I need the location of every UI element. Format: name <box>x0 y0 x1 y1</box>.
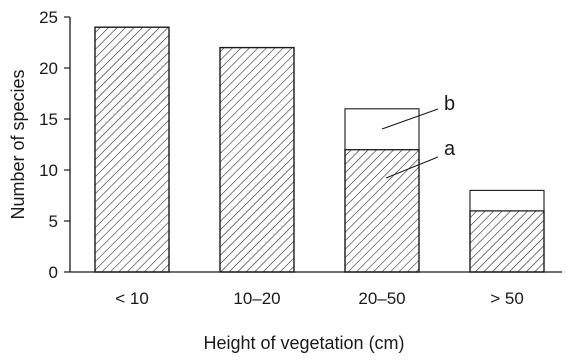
bar-a-2 <box>344 148 420 273</box>
y-axis-title: Number of species <box>8 69 28 219</box>
bar-a-1 <box>219 46 295 273</box>
x-tick-label: < 10 <box>115 289 149 308</box>
bar-b-2 <box>344 108 420 151</box>
axis-layer <box>64 16 562 273</box>
y-tick-label: 0 <box>49 263 58 282</box>
y-tick-label: 5 <box>49 212 58 231</box>
bar-a-0 <box>94 26 170 273</box>
annotation-leader-a <box>385 156 439 179</box>
x-tick-label: > 50 <box>490 289 524 308</box>
x-tick-label: 20–50 <box>358 289 405 308</box>
annotation-b: b <box>444 93 455 115</box>
bars-layer <box>94 26 545 273</box>
annotation-leader-b <box>381 108 439 130</box>
y-tick-label: 20 <box>39 59 58 78</box>
y-tick-label: 25 <box>39 8 58 27</box>
y-tick-label: 10 <box>39 161 58 180</box>
bar-b-3 <box>469 189 545 212</box>
y-tick-label: 15 <box>39 110 58 129</box>
label-layer: < 10 10–20 20–50 > 50 0 5 10 15 20 25 Number of sp… <box>8 8 524 353</box>
x-tick-label: 10–20 <box>233 289 280 308</box>
bar-a-3 <box>469 210 545 273</box>
x-axis-title: Height of vegetation (cm) <box>203 333 404 353</box>
annotation-a: a <box>444 138 456 160</box>
